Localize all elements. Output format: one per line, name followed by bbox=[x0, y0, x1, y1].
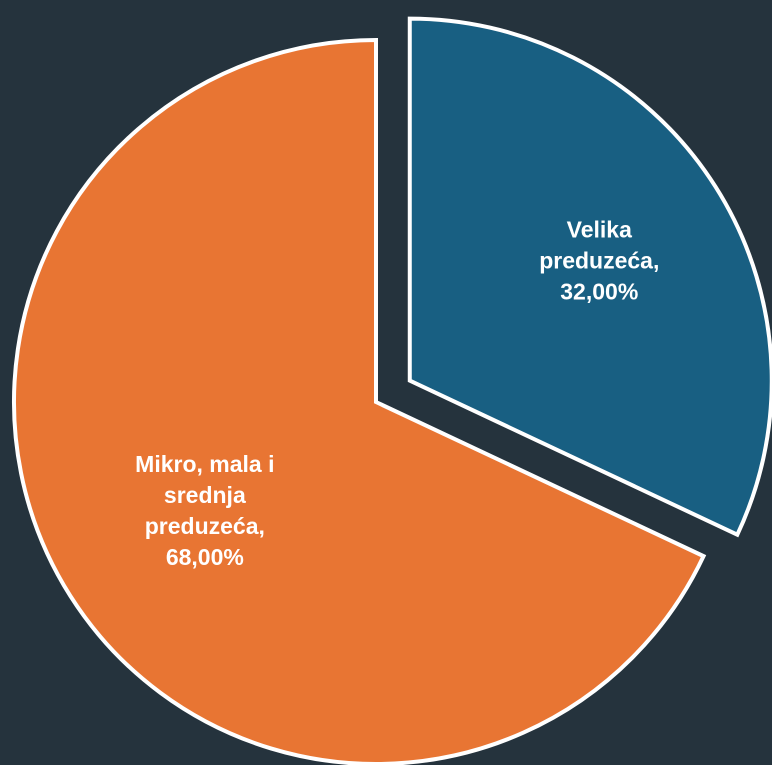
pie-slice-2 bbox=[12, 37, 707, 765]
pie-slice-1 bbox=[407, 16, 772, 538]
slice-label-line: Mikro, mala i bbox=[135, 451, 274, 477]
slice-labels: Velika preduzeća, 32,00% Mikro, mala i sredn… bbox=[135, 216, 659, 570]
slice-label-line: 32,00% bbox=[560, 278, 638, 304]
slice-label-1: Velika preduzeća, 32,00% bbox=[539, 216, 659, 304]
slice-label-line: srednja bbox=[164, 482, 246, 508]
slice-label-line: preduzeća, bbox=[539, 247, 659, 273]
slice-label-line: 68,00% bbox=[166, 544, 244, 570]
slice-label-2: Mikro, mala i srednja preduzeća, 68,00% bbox=[135, 451, 274, 570]
slice-label-line: Velika bbox=[567, 216, 632, 242]
pie-slices bbox=[12, 16, 772, 765]
slice-label-line: preduzeća, bbox=[145, 513, 265, 539]
